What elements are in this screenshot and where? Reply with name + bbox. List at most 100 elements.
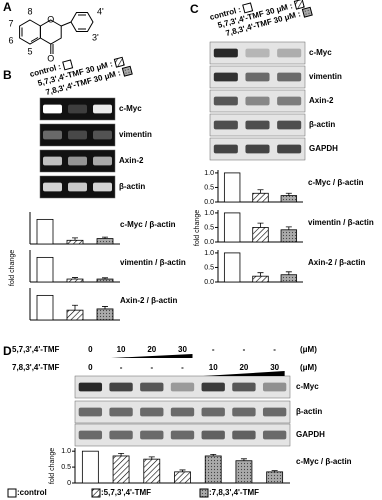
y-tick-label: 1.0 [204,250,214,257]
dose: - [273,345,276,354]
blot-label: c-Myc [119,104,142,113]
legend-swatch [7,488,17,498]
dose: 0 [88,363,93,372]
blot-label: β-actin [296,407,322,416]
blot-band [277,48,302,58]
atom: O [47,14,54,24]
chart-title: Axin-2 / β-actin [120,296,177,305]
error-bar [271,470,278,472]
blot-band [140,407,164,417]
blot-band [245,48,270,58]
blot-band [213,72,238,82]
legend-label: :control [17,488,47,497]
blot-band [93,182,112,192]
bar [96,308,114,321]
y-tick-label: 0.0 [204,279,214,286]
blot-band [262,382,287,392]
y-axis-title: fold change [49,448,56,484]
blot-band [170,407,195,417]
panel-label: A [3,0,12,14]
panel-label: C [190,2,199,16]
blot-band [262,407,287,417]
unit: (μM) [300,363,317,372]
blot-band [262,430,287,440]
blot-band [43,182,62,192]
position: 8 [27,6,32,16]
blot-band [213,48,238,58]
bar [66,239,84,245]
dose-wedge [203,371,285,376]
blot-band [93,130,112,140]
blot-band [245,120,270,130]
legend-swatch [242,2,254,14]
blot-band [245,144,270,154]
error-bar [102,306,108,309]
blot-band [93,104,112,114]
chart-title: Axin-2 / β-actin [308,258,365,267]
panel-label: D [3,344,12,358]
y-tick-label: 0.5 [204,264,214,271]
blot-label: Axin-2 [309,96,334,105]
legend-label: :7,8,3',4'-TMF [209,488,259,497]
blot-band [93,156,112,166]
error-bar [210,453,217,456]
blot-label: GAPDH [296,430,325,439]
blot-band [277,72,302,82]
blot-band [68,182,87,192]
y-tick-label: 1.0 [204,210,214,217]
blot-label: GAPDH [309,144,338,153]
legend-swatch [113,56,125,68]
y-tick-label: 0.5 [204,184,214,191]
blot-band [277,144,302,154]
y-tick-label: 0.0 [204,239,214,246]
y-tick-label: 1.0 [61,448,71,455]
blot-band [232,382,256,392]
position: 4' [97,6,104,16]
error-bar [148,456,155,460]
bar [235,460,253,484]
blot-label: c-Myc [296,382,319,391]
blot-label: β-actin [119,182,145,191]
blot-band [68,156,87,166]
bar [174,471,191,484]
legend-swatch [301,6,313,18]
blot-band [140,430,164,440]
dose: 30 [178,345,187,354]
blot-band [201,430,225,440]
bar [223,172,241,203]
bar [252,227,269,243]
blot-band [78,407,103,417]
bar [66,309,84,321]
bar [266,471,284,484]
blot-band [68,130,87,140]
blot-band [245,72,270,82]
blot-band [109,382,133,392]
dose-wedge [111,354,193,358]
bar [96,238,114,245]
y-tick-label: 1.0 [204,170,214,177]
error-bar [240,458,247,461]
y-tick-label: 0.5 [204,224,214,231]
error-bar [285,271,292,275]
blot-band [232,407,256,417]
blot-band [78,430,103,440]
blot-band [43,130,62,140]
chart-title: c-Myc / β-actin [120,220,176,229]
blot-band [170,382,195,392]
blot-band [277,120,302,130]
blot-band [232,430,256,440]
bar [280,195,298,203]
unit: (μM) [300,345,317,354]
blot-band [201,407,225,417]
blot-band [245,96,270,106]
error-bar [118,453,125,456]
chart-title: c-Myc / β-actin [296,457,352,466]
error-bar [257,222,264,228]
y-tick-label: 0 [67,480,71,487]
bar [280,274,298,283]
bar [96,278,114,283]
error-bar [72,237,78,241]
error-bar [257,189,264,194]
blot-band [78,382,103,392]
error-bar [285,192,292,196]
